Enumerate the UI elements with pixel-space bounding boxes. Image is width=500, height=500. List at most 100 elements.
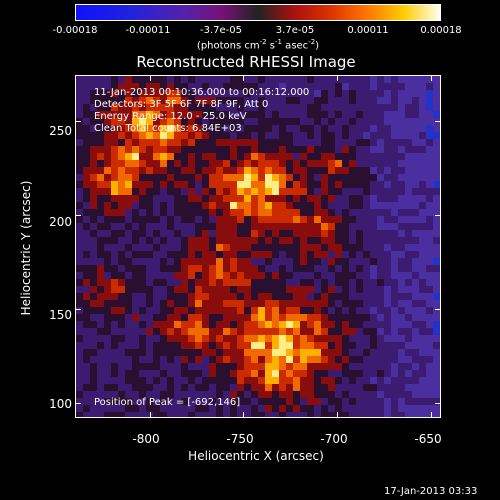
heatmap-cell [97,370,105,378]
heatmap-cell [181,279,189,287]
heatmap-cell [265,125,273,133]
heatmap-cell [202,335,210,343]
heatmap-cell [237,223,245,231]
heatmap-cell [293,230,301,238]
heatmap-cell [181,104,189,112]
heatmap-cell [90,356,98,364]
heatmap-cell [300,97,308,105]
heatmap-cell [76,195,84,203]
heatmap-cell [412,335,420,343]
heatmap-cell [370,370,378,378]
heatmap-cell [356,202,364,210]
heatmap-cell [391,258,399,266]
heatmap-cell [132,167,140,175]
heatmap-cell [349,293,357,301]
heatmap-cell [349,104,357,112]
heatmap-cell [181,251,189,259]
heatmap-cell [286,286,294,294]
heatmap-cell [139,146,147,154]
heatmap-cell [412,300,420,308]
heatmap-cell [377,167,385,175]
heatmap-cell [363,251,371,259]
heatmap-cell [104,111,112,119]
heatmap-cell [419,405,427,413]
heatmap-cell [349,118,357,126]
heatmap-cell [139,398,147,406]
heatmap-cell [188,279,196,287]
heatmap-cell [223,244,231,252]
heatmap-cell [307,265,315,273]
heatmap-cell [230,356,238,364]
heatmap-cell [125,167,133,175]
heatmap-cell [293,104,301,112]
heatmap-cell [398,230,406,238]
heatmap-cell [83,209,91,217]
heatmap-cell [153,293,161,301]
heatmap-cell [76,188,84,196]
heatmap-cell [405,286,413,294]
heatmap-cell [174,335,182,343]
heatmap-cell [216,237,224,245]
heatmap-cell [237,349,245,357]
heatmap-cell [307,258,315,266]
heatmap-cell [314,286,322,294]
heatmap-cell [412,146,420,154]
heatmap-cell [286,335,294,343]
heatmap-cell [272,272,280,280]
heatmap-cell [293,412,301,417]
timestamp: 17-Jan-2013 03:33 [384,486,478,497]
heatmap-cell [363,195,371,203]
heatmap-cell [391,377,399,385]
heatmap-cell [307,90,315,98]
heatmap-cell [90,328,98,336]
heatmap-cell [160,412,168,417]
heatmap-cell [272,160,280,168]
heatmap-cell [384,377,392,385]
heatmap-cell [188,335,196,343]
heatmap-cell [251,412,259,417]
heatmap-cell [391,167,399,175]
heatmap-cell [272,230,280,238]
heatmap-cell [209,202,217,210]
heatmap-cell [412,132,420,140]
heatmap-cell [118,286,126,294]
heatmap-cell [321,111,329,119]
heatmap-cell [160,237,168,245]
heatmap-cell [349,342,357,350]
heatmap-cell [90,230,98,238]
heatmap-cell [405,377,413,385]
heatmap-cell [160,146,168,154]
heatmap-cell [153,202,161,210]
heatmap-cell [251,370,259,378]
heatmap-cell [132,139,140,147]
heatmap-cell [265,244,273,252]
heatmap-cell [265,272,273,280]
heatmap-cell [223,300,231,308]
heatmap-cell [188,188,196,196]
heatmap-cell [230,76,238,84]
heatmap-cell [426,216,434,224]
heatmap-cell [118,83,126,91]
heatmap-cell [419,244,427,252]
heatmap-cell [76,181,84,189]
heatmap-cell [167,307,175,315]
heatmap-cell [356,174,364,182]
heatmap-cell [76,412,84,417]
heatmap-cell [97,216,105,224]
heatmap-cell [419,223,427,231]
heatmap-cell [83,286,91,294]
heatmap-cell [237,97,245,105]
heatmap-cell [377,146,385,154]
heatmap-cell [384,153,392,161]
heatmap-cell [111,335,119,343]
heatmap-cell [391,181,399,189]
heatmap-cell [132,349,140,357]
heatmap-cell [307,251,315,259]
heatmap-cell [181,356,189,364]
heatmap-cell [90,76,98,84]
x-tick-label: -700 [320,432,348,446]
heatmap-cell [433,328,440,336]
heatmap-cell [398,118,406,126]
heatmap-cell [335,237,343,245]
heatmap-cell [363,272,371,280]
